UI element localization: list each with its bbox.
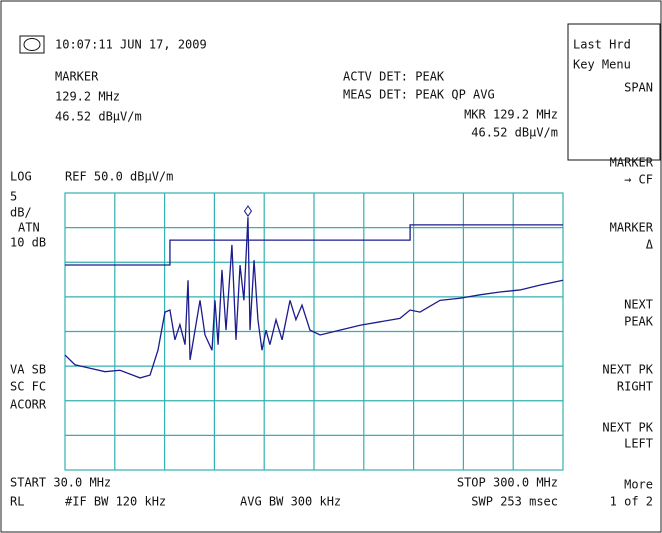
softkey-label: RIGHT (617, 380, 653, 394)
marker-title: MARKER (55, 70, 99, 84)
hp-logo (19, 35, 45, 54)
rl: RL (10, 495, 24, 509)
va-sb: VA SB (10, 363, 46, 377)
softkey-label: SPAN (624, 81, 653, 95)
softkey-label: PEAK (624, 315, 654, 329)
div-unit: dB/ (10, 206, 32, 220)
acorr: ACORR (10, 398, 47, 412)
softkey-label: MARKER (610, 221, 654, 235)
softkey-label: More (624, 478, 653, 492)
actv-det: ACTV DET: PEAK (343, 70, 445, 84)
marker-freq: 129.2 MHz (55, 90, 120, 104)
start: START 30.0 MHz (10, 476, 111, 490)
mkr-freq: MKR 129.2 MHz (464, 108, 558, 122)
softkey-label: Δ (646, 238, 654, 252)
sweep: SWP 253 msec (471, 495, 558, 509)
softkey-label: Last Hrd (573, 38, 631, 52)
trace (64, 217, 564, 379)
div: 5 (10, 190, 17, 204)
hp-logo-mark (23, 38, 41, 51)
softkey-label: MARKER (610, 156, 654, 170)
ref-level: REF 50.0 dBµV/m (65, 170, 173, 184)
meas-det: MEAS DET: PEAK QP AVG (343, 88, 495, 102)
atn: ATN (18, 221, 40, 235)
timestamp: 10:07:11 JUN 17, 2009 (55, 38, 207, 52)
mkr-level: 46.52 dBµV/m (471, 126, 558, 140)
softkey-label: 1 of 2 (610, 495, 653, 509)
atn-value: 10 dB (10, 236, 46, 250)
limit-line (65, 224, 563, 266)
if-bw: #IF BW 120 kHz (65, 495, 166, 509)
stop: STOP 300.0 MHz (457, 476, 558, 490)
sc-fc: SC FC (10, 380, 46, 394)
avg-bw: AVG BW 300 kHz (240, 495, 341, 509)
softkey-box (567, 23, 661, 161)
softkey-label: NEXT PK (602, 421, 653, 435)
marker (243, 205, 253, 217)
marker-level: 46.52 dBµV/m (55, 110, 142, 124)
softkey-label: → CF (624, 173, 653, 187)
scale: LOG (10, 170, 32, 184)
softkey-label: NEXT PK (602, 363, 653, 377)
softkey-label: NEXT (624, 298, 653, 312)
softkey-label: LEFT (624, 437, 653, 451)
softkey-label: Key Menu (573, 58, 631, 72)
